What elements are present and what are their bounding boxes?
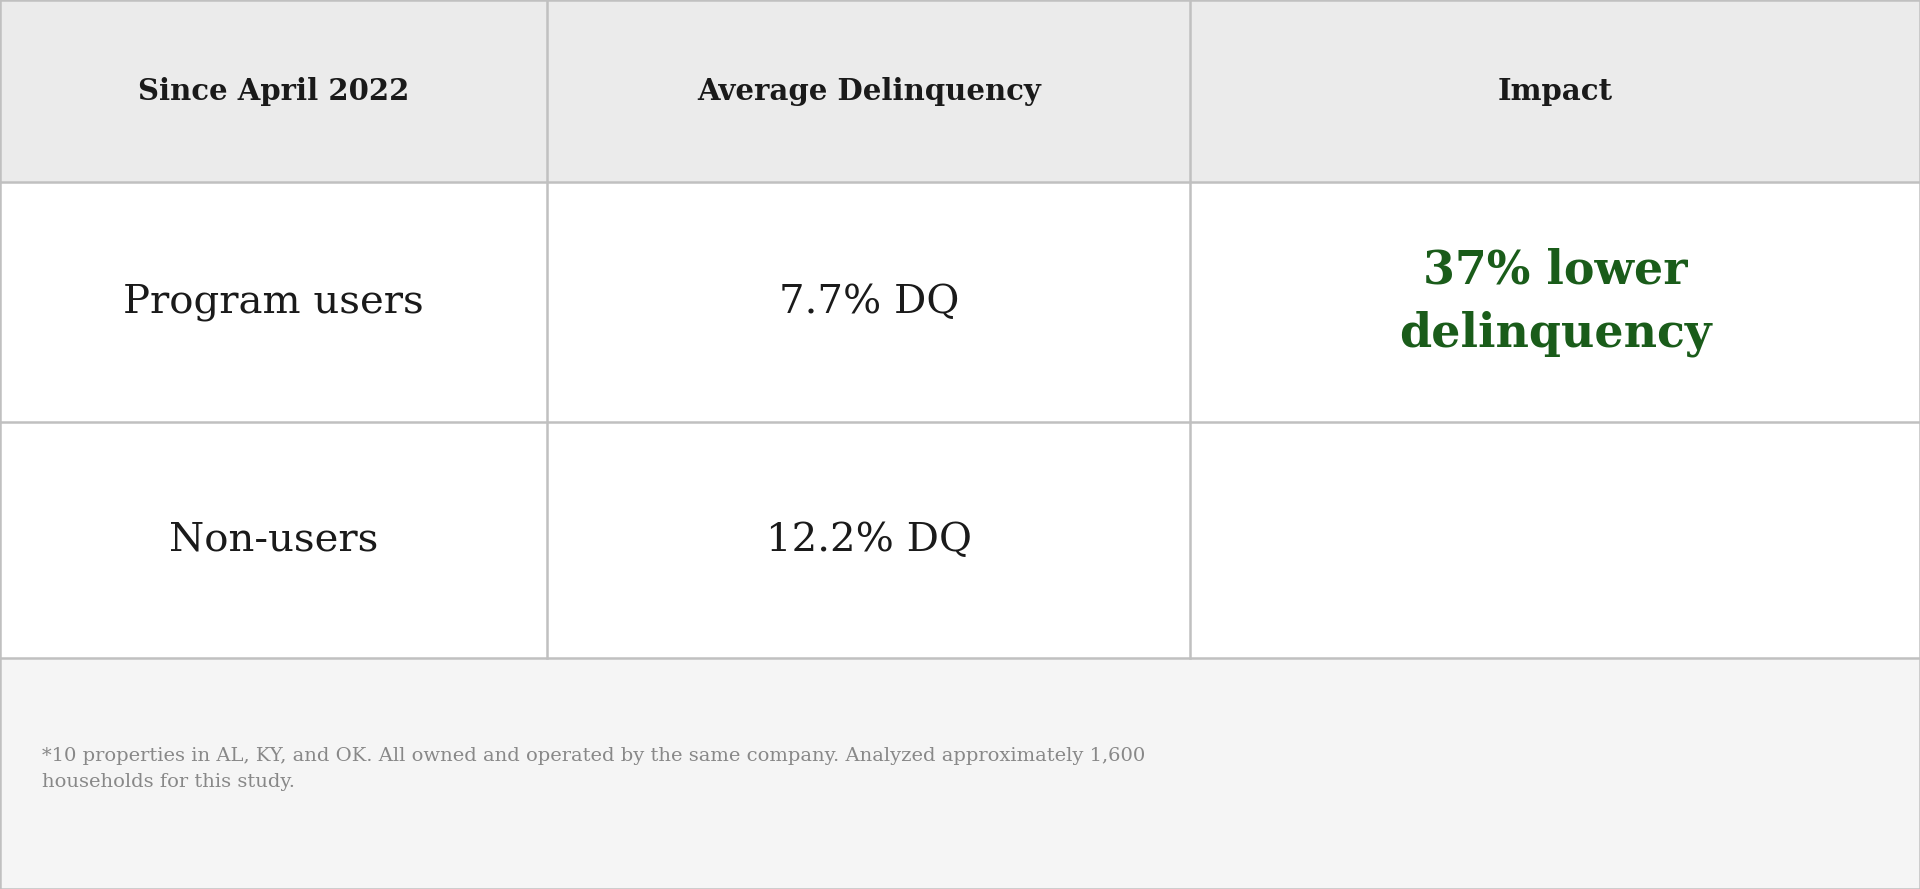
Text: 7.7% DQ: 7.7% DQ xyxy=(780,284,958,321)
Text: Impact: Impact xyxy=(1498,76,1613,106)
Text: Average Delinquency: Average Delinquency xyxy=(697,76,1041,106)
Text: Program users: Program users xyxy=(123,284,424,321)
Text: 12.2% DQ: 12.2% DQ xyxy=(766,522,972,558)
Text: 37% lower
delinquency: 37% lower delinquency xyxy=(1400,248,1711,356)
Text: Non-users: Non-users xyxy=(169,522,378,558)
Text: Since April 2022: Since April 2022 xyxy=(138,76,409,106)
Text: *10 properties in AL, KY, and OK. All owned and operated by the same company. An: *10 properties in AL, KY, and OK. All ow… xyxy=(42,747,1146,791)
